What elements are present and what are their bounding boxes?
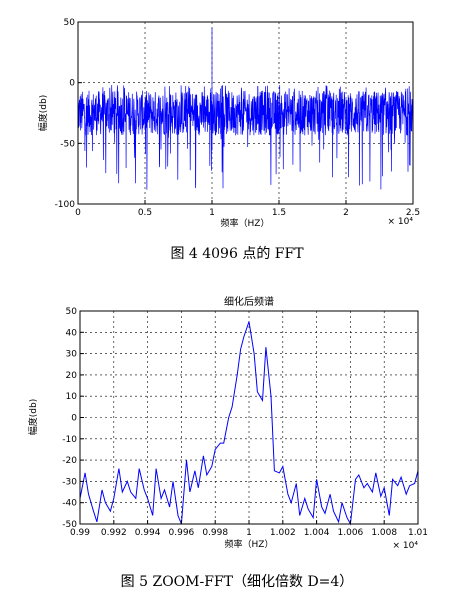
- fft-4096-chart: 50 0 -50 -100 0 0.5 1 1.5 2 2.5 频率（HZ） 幅度(db) × …: [37, 18, 420, 229]
- chart2-xtick-label: 0.996: [169, 528, 195, 538]
- chart1-xtick-label: 2: [343, 208, 349, 218]
- chart1-ytick-label: 0: [69, 79, 75, 89]
- chart2-ytick-label: 0: [71, 414, 77, 424]
- chart1-ytick-label: 50: [64, 18, 76, 28]
- chart1-xtick-label: 2.5: [406, 208, 420, 218]
- figure4-caption: 图 4 4096 点的 FFT: [170, 246, 304, 262]
- chart2-ytick-label: 50: [66, 307, 78, 317]
- chart2-xtick-label: 1.01: [408, 528, 428, 538]
- chart1-xtick-label: 1.5: [272, 208, 286, 218]
- chart1-ytick-label: -100: [55, 200, 76, 210]
- chart1-y-ticks: 50 0 -50 -100: [55, 18, 82, 210]
- chart2-x-multiplier: × 10⁴: [393, 541, 419, 551]
- chart2-y-label: 幅度(db): [27, 399, 39, 435]
- chart2-x-ticks: 0.99 0.992 0.994 0.996 0.998 1 1.002 1.004 1.006…: [70, 520, 428, 538]
- chart2-xtick-label: 0.998: [202, 528, 228, 538]
- chart2-ytick-label: -20: [62, 456, 77, 466]
- chart1-ytick-label: -50: [60, 139, 75, 149]
- chart2-ytick-label: 40: [66, 328, 78, 338]
- chart1-series-line: [77, 28, 414, 190]
- chart1-frame: [77, 21, 414, 205]
- chart1-x-multiplier: × 10⁴: [388, 217, 414, 227]
- chart2-ytick-label: 20: [66, 371, 78, 381]
- chart2-plot-area: [79, 321, 419, 526]
- chart1-x-label: 频率（HZ）: [221, 217, 270, 229]
- chart2-xtick-label: 1: [246, 528, 252, 538]
- chart2-ytick-label: 30: [66, 350, 78, 360]
- chart2-xtick-label: 0.99: [70, 528, 90, 538]
- chart2-y-ticks: 50 40 30 20 10 0 -10 -20 -30 -40 -50: [62, 307, 84, 530]
- chart1-xtick-label: 0: [75, 208, 81, 218]
- chart1-x-ticks: 0 0.5 1 1.5 2 2.5: [75, 200, 420, 218]
- chart2-ytick-label: -40: [62, 499, 77, 509]
- chart2-xtick-label: 0.994: [135, 528, 161, 538]
- chart1-xtick-label: 1: [209, 208, 215, 218]
- figure5-caption: 图 5 ZOOM-FFT（细化倍数 D=4）: [120, 574, 354, 590]
- chart2-xtick-label: 0.992: [101, 528, 127, 538]
- chart2-ytick-label: -30: [62, 477, 77, 487]
- chart2-xtick-label: 1.006: [338, 528, 364, 538]
- chart2-xtick-label: 1.002: [270, 528, 296, 538]
- chart2-ytick-label: -10: [62, 435, 77, 445]
- chart1-plot-area: [77, 28, 414, 190]
- chart1-xtick-label: 0.5: [138, 208, 152, 218]
- chart1-y-label: 幅度(db): [37, 95, 49, 131]
- chart2-ytick-label: 10: [66, 392, 78, 402]
- chart2-ytick-label: -50: [62, 520, 77, 530]
- chart2-x-label: 频率（HZ）: [225, 538, 274, 550]
- chart2-xtick-label: 1.008: [371, 528, 397, 538]
- chart2-title: 细化后频谱: [224, 295, 274, 308]
- chart2-series-line: [79, 321, 419, 526]
- chart2-xtick-label: 1.004: [304, 528, 330, 538]
